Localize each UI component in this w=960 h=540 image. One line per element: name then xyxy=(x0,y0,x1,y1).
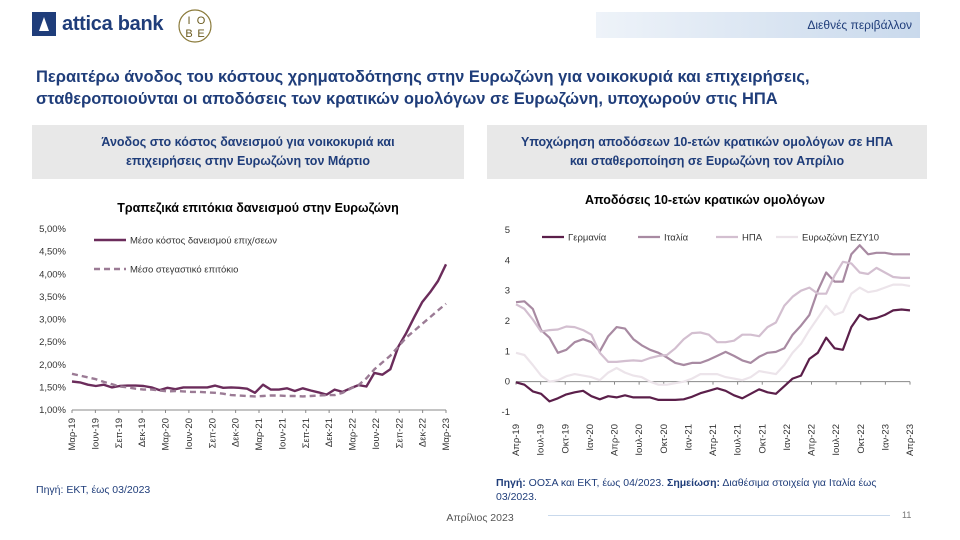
y-tick-label: 3,50% xyxy=(39,292,66,303)
y-tick-label: 0 xyxy=(505,377,510,388)
x-tick-label: Οκτ-20 xyxy=(659,424,670,454)
x-tick-label: Ιουν-22 xyxy=(371,418,382,450)
source-label: Πηγή: xyxy=(496,477,526,489)
legend-label: Γερμανία xyxy=(568,233,607,244)
x-tick-label: Σεπ-20 xyxy=(207,418,218,448)
section-tag-label: Διεθνές περιβάλλον xyxy=(807,18,912,32)
y-tick-label: 3,00% xyxy=(39,315,66,326)
chart-title: Αποδόσεις 10-ετών κρατικών ομολόγων xyxy=(585,193,825,207)
y-tick-label: 4,50% xyxy=(39,247,66,258)
x-tick-label: Ιαν-21 xyxy=(683,424,694,451)
right-heading-line-2: και σταθεροποίηση σε Ευρωζώνη τον Απρίλι… xyxy=(569,154,845,168)
y-tick-label: 5 xyxy=(505,225,510,236)
x-tick-label: Δεκ-21 xyxy=(324,418,335,447)
iobe-letter: Ε xyxy=(197,28,204,40)
x-tick-label: Μαρ-19 xyxy=(67,418,78,451)
y-tick-label: 2,00% xyxy=(39,360,66,371)
x-tick-label: Ιαν-20 xyxy=(585,424,596,451)
source-text: ΟΟΣΑ και ΕΚΤ, έως 04/2023. xyxy=(525,477,668,489)
iobe-letter: Ο xyxy=(197,15,206,27)
left-heading-line-2: επιχειρήσεις στην Ευρωζώνη τον Μάρτιο xyxy=(125,154,371,168)
y-tick-label: 2,50% xyxy=(39,337,66,348)
x-tick-label: Σεπ-22 xyxy=(394,418,405,448)
y-tick-label: 4 xyxy=(505,255,510,266)
attica-bank-logo: attica bank xyxy=(32,12,163,36)
x-tick-label: Δεκ-22 xyxy=(418,418,429,447)
x-tick-label: Ιουν-21 xyxy=(277,418,288,450)
y-tick-label: 2 xyxy=(505,316,510,327)
title-line-1: Περαιτέρω άνοδος του κόστους χρηματοδότη… xyxy=(36,68,810,86)
page-number: 11 xyxy=(902,510,912,520)
note-text: Διαθέσιμα στοιχεία για Ιταλία έως 03/202… xyxy=(496,477,877,503)
bank-lending-rates-chart: Τραπεζικά επιτόκια δανεισμού στην Ευρωζώ… xyxy=(39,201,452,451)
x-tick-label: Μαρ-20 xyxy=(161,418,172,451)
left-panel-heading: Άνοδος στο κόστος δανεισμού για νοικοκυρ… xyxy=(32,125,464,179)
brand-name: attica bank xyxy=(62,12,164,35)
legend-label: Μέσο στεγαστικό επιτόκιο xyxy=(130,265,238,276)
x-tick-label: Σεπ-19 xyxy=(114,418,125,448)
x-tick-label: Ιουλ-21 xyxy=(733,424,744,456)
section-tag: Διεθνές περιβάλλον xyxy=(596,12,920,38)
title-line-2: σταθεροποιούνται οι αποδόσεις των κρατικ… xyxy=(36,90,778,108)
x-tick-label: Απρ-22 xyxy=(807,424,818,456)
x-tick-label: Δεκ-20 xyxy=(231,418,242,447)
iobe-letter: Ι xyxy=(187,15,190,27)
x-tick-label: Μαρ-22 xyxy=(348,418,359,451)
y-tick-label: 4,00% xyxy=(39,269,66,280)
y-tick-label: -1 xyxy=(502,407,510,418)
legend-label: Ιταλία xyxy=(664,233,689,244)
right-source: Πηγή: ΟΟΣΑ και ΕΚΤ, έως 04/2023. Σημείωσ… xyxy=(496,476,916,504)
left-source: Πηγή: ΕΚΤ, έως 03/2023 xyxy=(36,484,151,496)
series-line xyxy=(515,308,911,403)
x-tick-label: Ιουλ-19 xyxy=(536,424,547,456)
x-tick-label: Σεπ-21 xyxy=(301,418,312,448)
series-line xyxy=(71,302,447,398)
x-tick-label: Οκτ-22 xyxy=(856,424,867,454)
y-tick-label: 1 xyxy=(505,346,510,357)
x-tick-label: Απρ-19 xyxy=(511,424,522,456)
y-tick-label: 1,50% xyxy=(39,382,66,393)
x-tick-label: Ιουλ-20 xyxy=(634,424,645,456)
iobe-letter: Β xyxy=(185,28,192,40)
x-tick-label: Ιαν-22 xyxy=(782,424,793,451)
footer-date: Απρίλιος 2023 xyxy=(446,512,514,524)
x-tick-label: Ιαν-23 xyxy=(880,424,891,451)
right-panel-heading: Υποχώρηση αποδόσεων 10-ετών κρατικών ομο… xyxy=(487,125,927,179)
series-line xyxy=(515,283,911,386)
x-tick-label: Ιουλ-22 xyxy=(831,424,842,456)
x-tick-label: Απρ-23 xyxy=(905,424,916,456)
y-tick-label: 3 xyxy=(505,286,510,297)
x-tick-label: Οκτ-21 xyxy=(757,424,768,454)
series-line xyxy=(515,244,910,367)
x-tick-label: Ιουν-20 xyxy=(184,418,195,450)
x-tick-label: Απρ-21 xyxy=(708,424,719,456)
right-heading-line-1: Υποχώρηση αποδόσεων 10-ετών κρατικών ομο… xyxy=(520,135,893,149)
footer-divider xyxy=(548,515,890,516)
bond-yields-chart: Αποδόσεις 10-ετών κρατικών ομολόγων -1 0 1… xyxy=(502,193,916,456)
chart-title: Τραπεζικά επιτόκια δανεισμού στην Ευρωζώ… xyxy=(117,201,399,215)
legend-label: Ευρωζώνη ΕΖΥ10 xyxy=(802,233,879,244)
x-tick-label: Απρ-20 xyxy=(610,424,621,456)
y-tick-label: 1,00% xyxy=(39,405,66,416)
series-line xyxy=(71,263,448,396)
x-tick-label: Δεκ-19 xyxy=(137,418,148,447)
x-tick-label: Μαρ-21 xyxy=(254,418,265,451)
legend-label: Μέσο κόστος δανεισμού επιχ/σεων xyxy=(130,236,277,247)
iobe-logo: Ι Ο Β Ε xyxy=(178,8,212,49)
attica-logo-mark-icon xyxy=(32,12,56,36)
page-title: Περαιτέρω άνοδος του κόστους χρηματοδότη… xyxy=(36,66,936,110)
legend-label: ΗΠΑ xyxy=(742,233,763,244)
y-tick-label: 5,00% xyxy=(39,224,66,235)
left-heading-line-1: Άνοδος στο κόστος δανεισμού για νοικοκυρ… xyxy=(101,135,395,149)
x-tick-label: Οκτ-19 xyxy=(560,424,571,454)
x-tick-label: Μαρ-23 xyxy=(441,418,452,451)
note-label: Σημείωση: xyxy=(667,477,721,489)
series-line xyxy=(515,260,910,363)
x-tick-label: Ιουν-19 xyxy=(90,418,101,450)
